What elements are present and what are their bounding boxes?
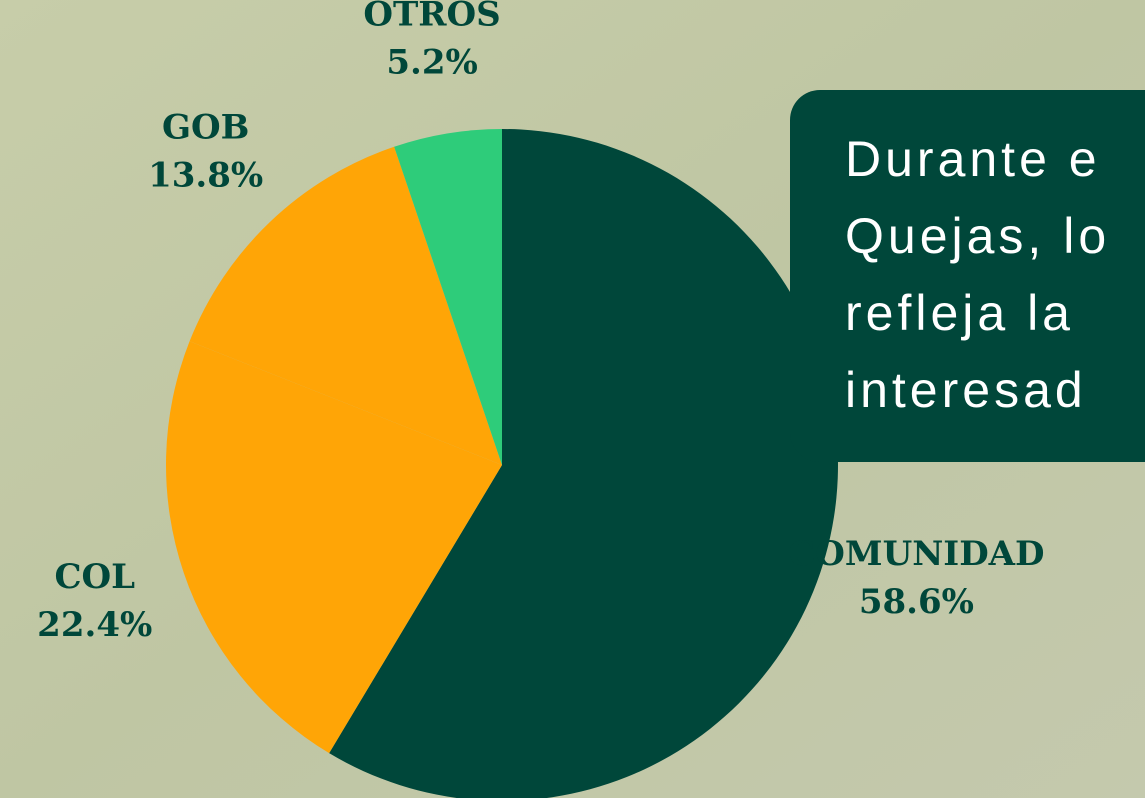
slice-category: COMUNIDAD xyxy=(788,534,1044,574)
text-line: Durante e xyxy=(845,131,1101,187)
pie-slice xyxy=(394,129,502,465)
slice-value-label: 5.2% xyxy=(386,43,477,83)
slice-category: OTROS xyxy=(363,0,500,35)
pie-slice xyxy=(165,341,502,754)
text-line: Quejas, lo xyxy=(845,208,1110,264)
slice-value-label: 22.4% xyxy=(37,605,152,645)
slice-value-label: 58.6% xyxy=(859,582,974,622)
slice-value-label: 13.8% xyxy=(148,155,263,195)
pie xyxy=(165,129,838,798)
slice-category: GOB xyxy=(162,107,249,147)
text-line: refleja la xyxy=(845,285,1074,341)
slice-category: COL xyxy=(54,557,135,597)
text-box: Durante e Quejas, lo refleja la interesa… xyxy=(790,90,1145,462)
pie-slice xyxy=(329,129,838,798)
labels: COMUNIDAD 58.6% COL 22.4% GOB 13.8% OTROS 5.2% xyxy=(37,0,1044,645)
text-line: interesad xyxy=(845,362,1087,418)
text-box-bg xyxy=(790,90,1145,462)
pie-slice xyxy=(189,146,503,465)
